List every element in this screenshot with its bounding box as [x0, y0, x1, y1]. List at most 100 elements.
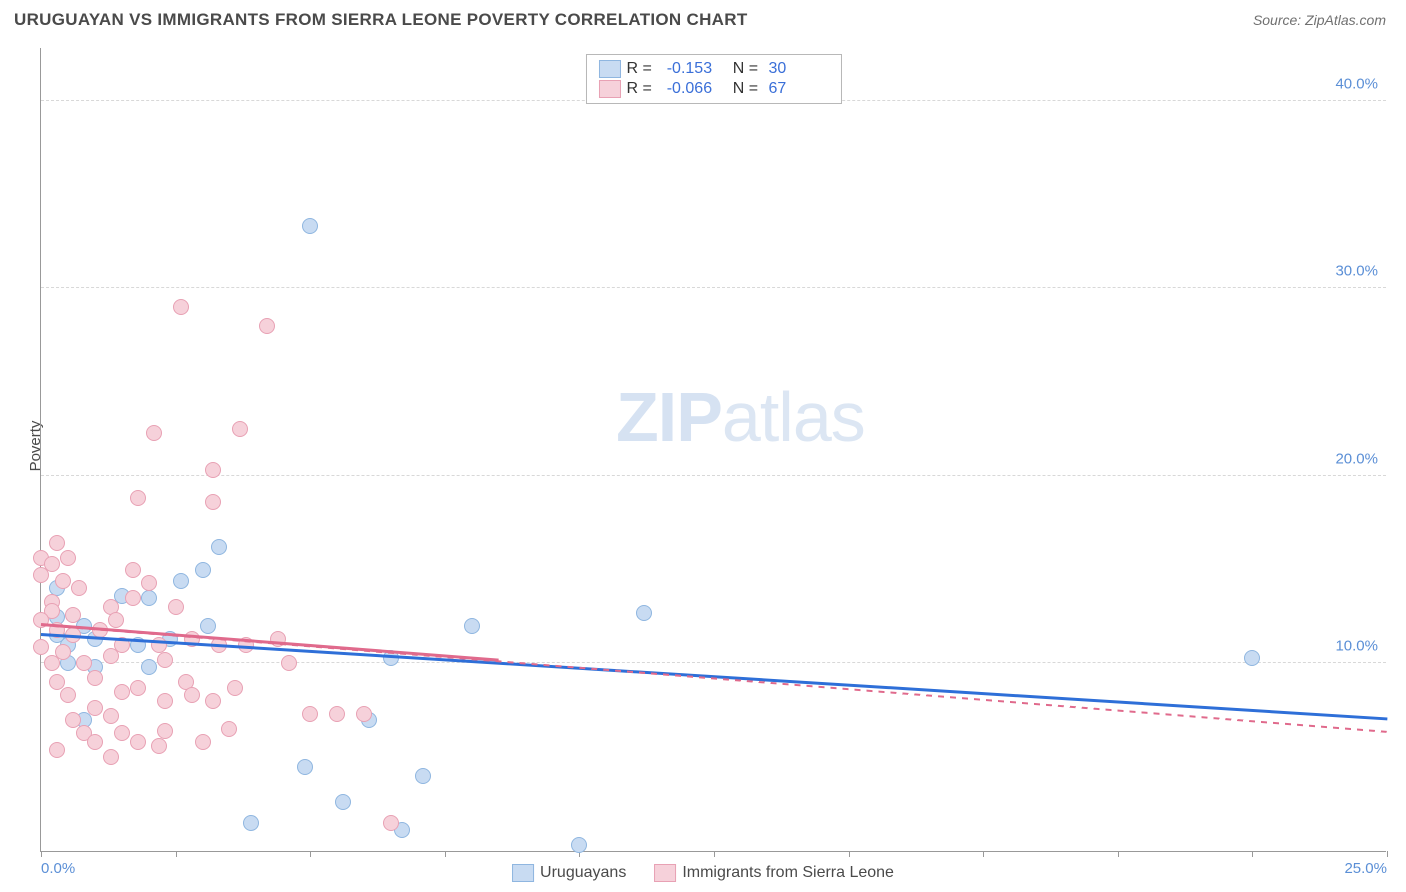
data-point [184, 687, 200, 703]
y-tick-label: 40.0% [1335, 75, 1378, 92]
data-point [108, 612, 124, 628]
stats-row: R = -0.153 N = 30 [598, 59, 828, 79]
data-point [195, 562, 211, 578]
x-tick [1252, 851, 1253, 857]
data-point [146, 425, 162, 441]
x-tick-label: 0.0% [41, 860, 75, 877]
data-point [65, 607, 81, 623]
x-tick [983, 851, 984, 857]
data-point [130, 734, 146, 750]
data-point [55, 573, 71, 589]
n-value: 67 [769, 80, 829, 98]
x-tick-label: 25.0% [1344, 860, 1387, 877]
gridline [41, 662, 1386, 663]
x-tick [1387, 851, 1388, 857]
chart-header: URUGUAYAN VS IMMIGRANTS FROM SIERRA LEON… [0, 0, 1406, 36]
data-point [76, 655, 92, 671]
x-tick [41, 851, 42, 857]
x-tick [445, 851, 446, 857]
legend-swatch [512, 864, 534, 882]
correlation-stats-box: R = -0.153 N = 30R = -0.066N = 67 [585, 54, 841, 104]
watermark: ZIPatlas [616, 377, 865, 457]
y-tick-label: 20.0% [1335, 450, 1378, 467]
data-point [200, 618, 216, 634]
data-point [232, 421, 248, 437]
data-point [227, 680, 243, 696]
data-point [168, 599, 184, 615]
data-point [114, 684, 130, 700]
data-point [130, 490, 146, 506]
scatter-plot-area: ZIPatlas 10.0%20.0%30.0%40.0%0.0%25.0%R … [40, 48, 1386, 852]
data-point [49, 535, 65, 551]
data-point [205, 693, 221, 709]
data-point [157, 723, 173, 739]
series-swatch [598, 60, 620, 78]
data-point [60, 550, 76, 566]
watermark-bold: ZIP [616, 378, 722, 456]
data-point [141, 659, 157, 675]
data-point [60, 687, 76, 703]
r-label: R = [626, 80, 660, 98]
data-point [87, 700, 103, 716]
data-point [173, 573, 189, 589]
data-point [243, 815, 259, 831]
data-point [383, 815, 399, 831]
data-point [125, 562, 141, 578]
data-point [49, 742, 65, 758]
data-point [173, 299, 189, 315]
data-point [44, 655, 60, 671]
data-point [259, 318, 275, 334]
data-point [33, 567, 49, 583]
legend-item: Immigrants from Sierra Leone [654, 864, 894, 882]
data-point [302, 218, 318, 234]
data-point [415, 768, 431, 784]
data-point [33, 639, 49, 655]
x-tick [1118, 851, 1119, 857]
data-point [281, 655, 297, 671]
data-point [335, 794, 351, 810]
series-swatch [598, 80, 620, 98]
data-point [195, 734, 211, 750]
data-point [151, 637, 167, 653]
y-tick-label: 30.0% [1335, 263, 1378, 280]
trend-line [41, 633, 1387, 720]
n-label: N = [733, 60, 763, 78]
data-point [329, 706, 345, 722]
data-point [157, 652, 173, 668]
r-label: R = [626, 60, 660, 78]
x-tick [310, 851, 311, 857]
legend-label: Immigrants from Sierra Leone [682, 864, 894, 882]
watermark-thin: atlas [722, 378, 865, 456]
data-point [87, 670, 103, 686]
gridline [41, 287, 1386, 288]
chart-title: URUGUAYAN VS IMMIGRANTS FROM SIERRA LEON… [14, 10, 748, 30]
x-tick [176, 851, 177, 857]
stats-row: R = -0.066N = 67 [598, 79, 828, 99]
r-value: -0.066 [667, 80, 727, 98]
data-point [151, 738, 167, 754]
data-point [71, 580, 87, 596]
source-attribution: Source: ZipAtlas.com [1253, 12, 1386, 28]
data-point [103, 708, 119, 724]
data-point [571, 837, 587, 853]
r-value: -0.153 [667, 60, 727, 78]
data-point [114, 725, 130, 741]
data-point [130, 680, 146, 696]
y-tick-label: 10.0% [1335, 638, 1378, 655]
data-point [141, 590, 157, 606]
data-point [221, 721, 237, 737]
data-point [205, 494, 221, 510]
data-point [636, 605, 652, 621]
data-point [125, 590, 141, 606]
n-value: 30 [769, 60, 829, 78]
data-point [302, 706, 318, 722]
data-point [141, 575, 157, 591]
data-point [103, 749, 119, 765]
legend-label: Uruguayans [540, 864, 626, 882]
data-point [297, 759, 313, 775]
x-tick [849, 851, 850, 857]
legend-item: Uruguayans [512, 864, 626, 882]
data-point [157, 693, 173, 709]
gridline [41, 475, 1386, 476]
data-point [211, 539, 227, 555]
